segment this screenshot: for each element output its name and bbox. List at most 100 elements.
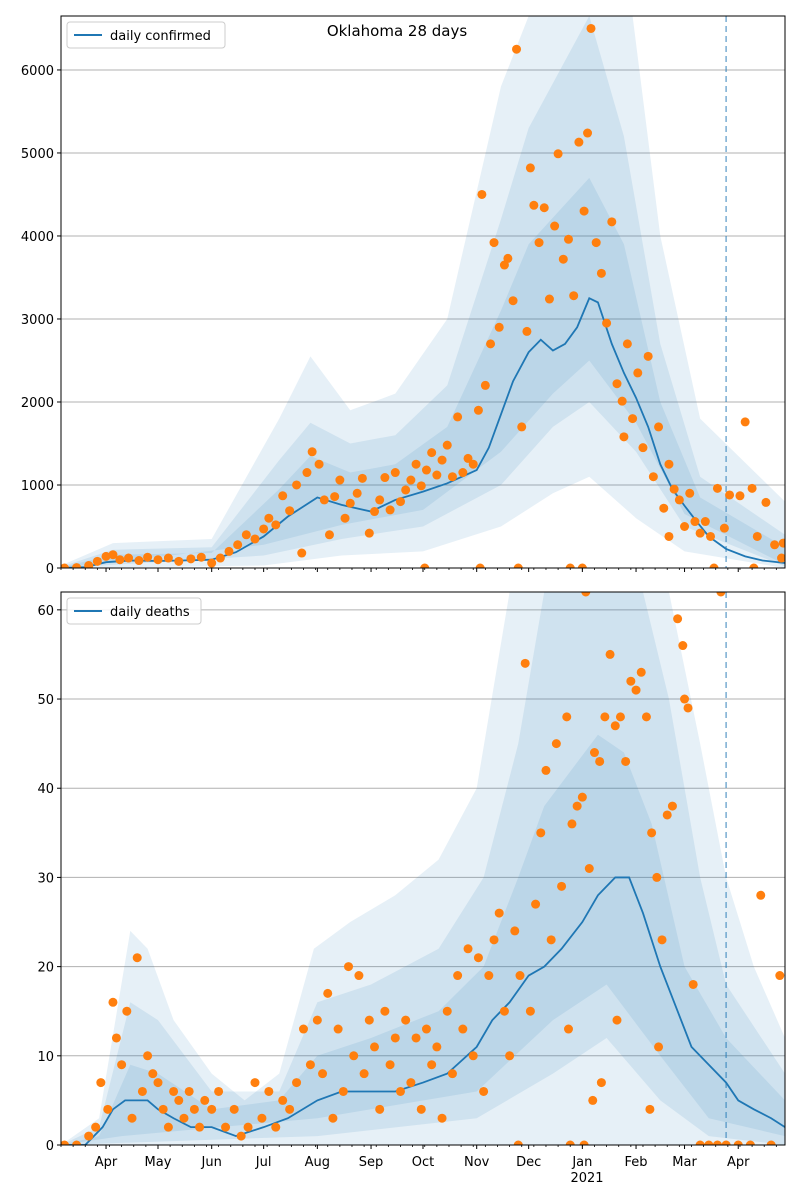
data-point (319, 495, 329, 505)
data-point (375, 495, 385, 505)
y-tick-label: 5000 (21, 147, 54, 162)
x-tick-label: Feb (625, 1155, 648, 1170)
data-point (349, 1051, 359, 1061)
data-point (364, 528, 374, 538)
data-point (305, 1060, 315, 1070)
data-point (659, 503, 669, 513)
data-point (395, 497, 405, 507)
data-point (333, 1024, 343, 1034)
data-point (318, 1069, 328, 1079)
data-point (484, 971, 494, 981)
data-point (615, 712, 625, 722)
data-point (153, 1078, 163, 1088)
x-tick-label: Sep (359, 1155, 384, 1170)
data-point (427, 448, 437, 458)
data-point (158, 1104, 168, 1114)
data-point (534, 238, 544, 248)
data-point (314, 459, 324, 469)
data-point (189, 1104, 199, 1114)
data-point (766, 1140, 776, 1145)
data-point (458, 1024, 468, 1034)
data-point (134, 556, 144, 566)
data-point (525, 1006, 535, 1016)
data-point (591, 238, 601, 248)
y-tick-label: 0 (46, 1139, 54, 1154)
data-point (179, 1113, 189, 1123)
data-point (480, 380, 490, 390)
data-point (745, 1140, 755, 1145)
data-point (595, 756, 605, 766)
data-point (354, 971, 364, 981)
data-point (512, 44, 522, 54)
data-point (529, 200, 539, 210)
data-point (278, 491, 288, 501)
legend: daily confirmed (66, 21, 226, 49)
data-point (645, 1104, 655, 1114)
data-point (163, 1122, 173, 1132)
data-point (207, 558, 217, 568)
data-point (169, 1086, 179, 1096)
data-point (596, 1078, 606, 1088)
legend-label: daily deaths (110, 605, 190, 620)
data-point (712, 483, 722, 493)
data-point (695, 1140, 705, 1145)
data-point (486, 339, 496, 349)
data-point (510, 926, 520, 936)
data-point (330, 492, 340, 502)
plot-background (61, 592, 785, 1145)
data-point (589, 748, 599, 758)
data-point (610, 721, 620, 731)
data-point (224, 546, 234, 556)
data-point (416, 481, 426, 491)
data-point (229, 1104, 239, 1114)
data-point (577, 563, 587, 568)
data-point (214, 1086, 224, 1096)
data-point (638, 443, 648, 453)
data-point (312, 1015, 322, 1025)
data-point (626, 676, 636, 686)
data-point (174, 556, 184, 566)
data-point (633, 368, 643, 378)
uncertainty-band (61, 592, 785, 1145)
data-point (621, 756, 631, 766)
y-tick-label: 10 (37, 1050, 54, 1065)
data-point (657, 935, 667, 945)
plot-area (61, 16, 785, 568)
data-point (324, 530, 334, 540)
uncertainty-band (61, 16, 785, 568)
legend: daily deaths (66, 597, 202, 625)
data-point (370, 1042, 380, 1052)
data-point (557, 881, 567, 891)
data-point (307, 447, 317, 457)
data-point (91, 1122, 101, 1132)
data-point (328, 1113, 338, 1123)
data-point (683, 703, 693, 713)
data-point (370, 507, 380, 517)
x-tick-label: Mar (672, 1155, 697, 1170)
y-tick-label: 40 (37, 782, 54, 797)
data-point (662, 810, 672, 820)
data-point (558, 254, 568, 264)
data-point (499, 1006, 509, 1016)
data-point (117, 1060, 127, 1070)
data-point (579, 1140, 589, 1145)
data-point (719, 523, 729, 533)
data-point (437, 1113, 447, 1123)
data-point (551, 739, 561, 749)
data-point (406, 475, 416, 485)
data-point (447, 1069, 457, 1079)
data-point (579, 206, 589, 216)
data-point (565, 563, 575, 568)
y-tick-label: 2000 (21, 396, 54, 411)
data-point (513, 563, 523, 568)
data-point (709, 563, 719, 568)
data-point (463, 453, 473, 463)
data-point (416, 1104, 426, 1114)
data-point (664, 459, 674, 469)
data-point (721, 1140, 731, 1145)
data-point (298, 1024, 308, 1034)
data-point (72, 563, 82, 568)
data-point (61, 563, 69, 568)
data-point (395, 1086, 405, 1096)
data-point (375, 1104, 385, 1114)
